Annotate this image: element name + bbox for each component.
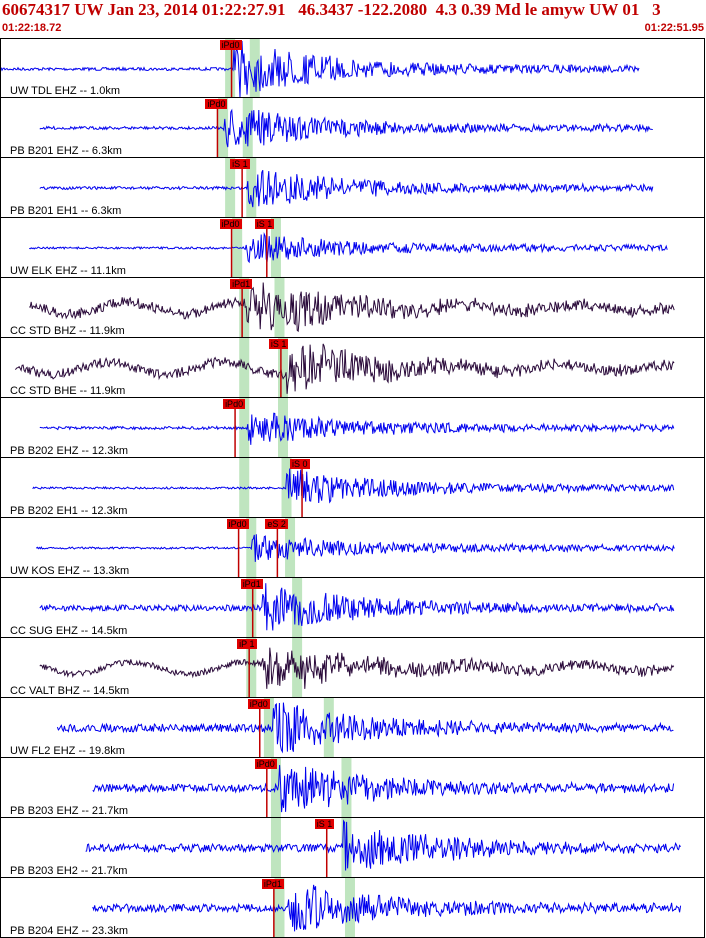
phase-window-band	[239, 398, 250, 457]
phase-pick-tag[interactable]: iPd0	[205, 99, 228, 109]
station-label: PB B202 EHZ -- 12.3km	[10, 445, 128, 457]
phase-window-band	[285, 518, 296, 577]
seismic-trace	[29, 282, 675, 333]
seismic-trace	[39, 583, 675, 631]
trace-panel[interactable]: iPd0 UW TDL EHZ -- 1.0km	[0, 38, 705, 98]
waveform-plot	[56, 698, 674, 757]
phase-window-band	[323, 698, 334, 757]
trace-panel[interactable]: iPd0 iS 1 UW ELK EHZ -- 11.1km	[0, 218, 705, 278]
phase-pick-tag[interactable]: iPd1	[240, 579, 263, 589]
phase-window-band	[292, 578, 303, 637]
seismic-trace	[1, 40, 640, 97]
phase-window-band	[246, 638, 257, 697]
station-label: CC STD BHZ -- 11.9km	[10, 325, 125, 337]
seismic-trace	[35, 534, 675, 562]
waveform-plot	[39, 398, 675, 457]
time-end-label: 01:22:51.95	[644, 22, 704, 34]
station-label: PB B202 EH1 -- 12.3km	[10, 505, 128, 517]
seismogram-panels: iPd0 UW TDL EHZ -- 1.0km iPd0 PB B201 EHZ -…	[0, 38, 706, 938]
waveform-plot	[29, 278, 675, 337]
phase-pick-tag[interactable]: eS 2	[265, 519, 288, 529]
phase-pick-tag[interactable]: iS 0	[290, 459, 310, 469]
station-label: PB B203 EHZ -- 21.7km	[10, 805, 128, 817]
waveform-plot	[92, 878, 682, 937]
trace-panel[interactable]: iPd0 PB B203 EHZ -- 21.7km	[0, 758, 705, 818]
phase-pick-tag[interactable]: iPd0	[254, 759, 277, 769]
waveform-plot	[14, 338, 675, 397]
station-label: CC STD BHE -- 11.9km	[10, 385, 126, 397]
trace-panel[interactable]: iPd1 PB B204 EHZ -- 23.3km	[0, 878, 705, 938]
station-label: UW TDL EHZ -- 1.0km	[10, 85, 121, 97]
trace-panel[interactable]: iS 0 PB B202 EH1 -- 12.3km	[0, 458, 705, 518]
event-header: 60674317 UW Jan 23, 2014 01:22:27.91 46.…	[0, 0, 706, 38]
seismic-trace	[39, 412, 675, 445]
phase-pick-tag[interactable]: iPd1	[261, 879, 284, 889]
trace-panel[interactable]: iS 1 CC STD BHE -- 11.9km	[0, 338, 705, 398]
seismic-trace	[28, 232, 668, 264]
seismic-trace	[39, 108, 653, 148]
trace-panel[interactable]: iPd0 PB B202 EHZ -- 12.3km	[0, 398, 705, 458]
waveform-plot	[85, 818, 681, 877]
station-label: UW FL2 EHZ -- 19.8km	[10, 745, 125, 757]
trace-panel[interactable]: iPd0 PB B201 EHZ -- 6.3km	[0, 98, 705, 158]
seismic-trace	[92, 884, 682, 932]
phase-pick-tag[interactable]: iPd0	[219, 219, 242, 229]
phase-window-band	[239, 278, 250, 337]
waveform-plot	[28, 218, 668, 277]
phase-pick-tag[interactable]: iPd0	[223, 399, 246, 409]
phase-window-band	[239, 338, 250, 397]
seismic-trace	[32, 468, 675, 504]
waveform-plot	[39, 638, 675, 697]
seismic-trace	[56, 702, 674, 754]
phase-pick-tag[interactable]: iPd0	[226, 519, 249, 529]
waveform-plot	[32, 458, 675, 517]
phase-window-band	[218, 98, 229, 157]
trace-panel[interactable]: iPd0 UW FL2 EHZ -- 19.8km	[0, 698, 705, 758]
phase-pick-tag[interactable]: iS 1	[268, 339, 289, 349]
phase-window-band	[246, 158, 257, 217]
phase-pick-tag[interactable]: iPd1	[230, 279, 253, 289]
phase-pick-tag[interactable]: iS 1	[230, 159, 250, 169]
phase-pick-tag[interactable]: iS 1	[314, 819, 335, 829]
waveform-plot	[39, 98, 653, 157]
station-label: PB B203 EH2 -- 21.7km	[10, 865, 128, 877]
trace-panel[interactable]: iPd1 CC STD BHZ -- 11.9km	[0, 278, 705, 338]
seismic-trace	[14, 343, 675, 394]
phase-pick-tag[interactable]: iS 1	[254, 219, 275, 229]
phase-window-band	[281, 458, 292, 517]
station-label: PB B204 EHZ -- 23.3km	[10, 925, 128, 937]
time-start-label: 01:22:18.72	[2, 22, 62, 34]
phase-pick-tag[interactable]: iPd0	[247, 699, 270, 709]
station-label: UW ELK EHZ -- 11.1km	[10, 265, 126, 277]
trace-panel[interactable]: iP 1 CC VALT BHZ -- 14.5km	[0, 638, 705, 698]
seismic-trace	[39, 647, 675, 689]
event-title: 60674317 UW Jan 23, 2014 01:22:27.91 46.…	[2, 0, 661, 19]
trace-panel[interactable]: iS 1 PB B201 EH1 -- 6.3km	[0, 158, 705, 218]
trace-panel[interactable]: iPd0 eS 2 UW KOS EHZ -- 13.3km	[0, 518, 705, 578]
phase-window-band	[225, 158, 236, 217]
waveform-plot	[39, 578, 675, 637]
station-label: PB B201 EHZ -- 6.3km	[10, 145, 122, 157]
phase-window-band	[278, 338, 288, 397]
phase-window-band	[292, 638, 303, 697]
station-label: UW KOS EHZ -- 13.3km	[10, 565, 130, 577]
waveform-plot	[39, 158, 654, 217]
station-label: CC VALT BHZ -- 14.5km	[10, 685, 130, 697]
waveform-plot	[92, 758, 675, 817]
phase-window-band	[341, 758, 352, 817]
trace-panel[interactable]: iS 1 PB B203 EH2 -- 21.7km	[0, 818, 705, 878]
station-label: PB B201 EH1 -- 6.3km	[10, 205, 122, 217]
seismic-trace	[92, 764, 675, 813]
phase-pick-tag[interactable]: iP 1	[237, 639, 257, 649]
seismic-trace	[39, 169, 654, 208]
phase-pick-tag[interactable]: iPd0	[219, 40, 242, 50]
waveform-plot	[35, 518, 675, 577]
station-label: CC SUG EHZ -- 14.5km	[10, 625, 128, 637]
phase-window-band	[270, 758, 281, 817]
waveform-plot	[1, 39, 640, 97]
phase-window-band	[242, 98, 253, 157]
trace-panel[interactable]: iPd1 CC SUG EHZ -- 14.5km	[0, 578, 705, 638]
seismic-trace	[85, 819, 681, 871]
phase-window-band	[278, 398, 288, 457]
